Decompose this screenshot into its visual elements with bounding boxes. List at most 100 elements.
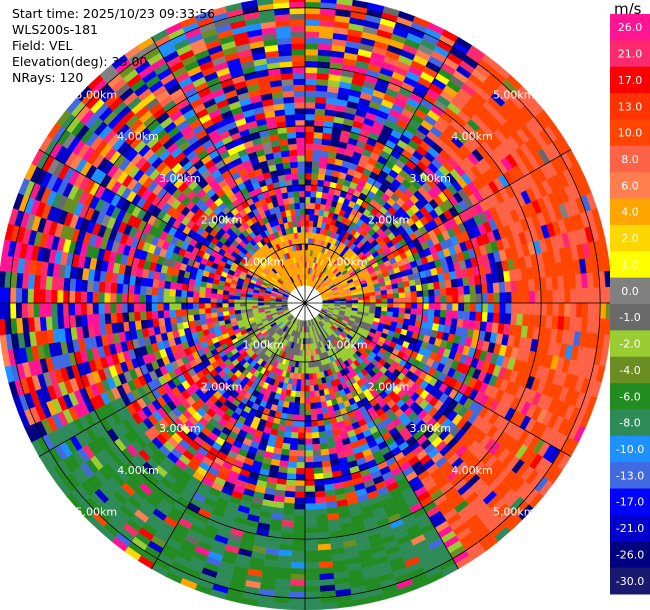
range-bin (74, 290, 82, 304)
range-bin (133, 302, 141, 313)
range-bin (504, 313, 512, 325)
range-bin (564, 288, 571, 304)
range-bin (392, 288, 400, 294)
range-bin (15, 287, 23, 304)
range-bin (304, 456, 314, 463)
range-bin (510, 280, 518, 293)
range-bin (369, 302, 376, 307)
range-bin (121, 302, 129, 313)
range-bin (98, 313, 106, 325)
range-bin (304, 232, 309, 239)
range-bin (517, 302, 524, 315)
range-bin (21, 288, 29, 304)
range-bin (272, 602, 290, 610)
range-bin (440, 295, 447, 304)
range-bin (304, 544, 319, 552)
range-bin (438, 317, 447, 326)
range-bin (245, 302, 253, 307)
range-bin (169, 316, 177, 325)
range-bin (304, 385, 310, 392)
range-bin (116, 312, 124, 323)
range-bin (304, 420, 312, 428)
range-bin (386, 288, 394, 295)
range-bin (387, 298, 394, 304)
range-bin (428, 309, 435, 317)
range-bin (304, 54, 319, 62)
range-bin (298, 420, 306, 428)
range-bin (516, 313, 524, 326)
range-bin (301, 355, 306, 363)
range-bin (0, 302, 5, 320)
range-bin (304, 373, 310, 380)
range-bin (304, 1, 321, 9)
range-bin (299, 403, 306, 410)
range-bin (110, 302, 117, 314)
range-bin (416, 302, 424, 310)
range-bin (315, 514, 328, 522)
range-bin (280, 525, 294, 534)
range-bin (92, 302, 99, 315)
range-bin (351, 297, 359, 301)
range-bin (398, 292, 406, 299)
range-bin (369, 295, 376, 300)
range-bin (80, 314, 88, 327)
range-bin (392, 292, 400, 299)
range-bin (199, 313, 207, 320)
range-bin (311, 167, 320, 174)
range-bin (104, 292, 111, 304)
range-bin (487, 292, 495, 304)
range-bin (205, 312, 212, 319)
range-bin (163, 280, 172, 289)
range-bin (311, 420, 319, 427)
range-bin (163, 317, 172, 326)
range-bin (228, 302, 235, 308)
range-bin (304, 226, 310, 233)
range-bin (56, 289, 64, 304)
range-bin (9, 302, 17, 319)
range-bin (304, 125, 315, 133)
range-bin (304, 491, 316, 498)
range-bin (74, 302, 82, 316)
range-bin (297, 438, 306, 445)
range-bin (45, 289, 52, 304)
range-bin (222, 302, 229, 308)
range-bin (245, 299, 253, 304)
range-bin (234, 306, 241, 311)
range-bin (228, 298, 235, 304)
range-bin (216, 293, 223, 299)
range-bin (315, 191, 323, 199)
range-bin (0, 286, 5, 304)
range-bin (299, 391, 306, 398)
range-bin (311, 432, 320, 439)
range-bin (587, 302, 595, 319)
range-bin (210, 307, 218, 314)
range-bin (86, 291, 93, 304)
range-bin (312, 443, 321, 451)
range-bin (33, 302, 40, 318)
range-bin (486, 312, 494, 323)
range-bin (314, 396, 321, 403)
range-bin (416, 290, 424, 298)
range-bin (527, 314, 536, 328)
range-bin (74, 278, 83, 292)
range-bin (62, 302, 70, 316)
range-bin (599, 302, 607, 319)
range-bin (304, 550, 319, 558)
range-bin (410, 296, 418, 304)
range-bin (294, 491, 306, 498)
range-bin (145, 302, 152, 312)
range-bin (307, 361, 312, 369)
range-bin (593, 287, 601, 304)
range-bin (540, 302, 548, 316)
range-bin (51, 276, 59, 291)
range-bin (292, 414, 300, 422)
range-bin (278, 549, 293, 557)
range-bin (304, 249, 308, 256)
range-bin (27, 288, 34, 304)
range-bin (387, 293, 394, 299)
range-bin (222, 294, 229, 300)
range-bin (336, 0, 354, 6)
range-bin (316, 72, 330, 81)
range-bin (127, 302, 135, 313)
range-bin (304, 479, 315, 487)
